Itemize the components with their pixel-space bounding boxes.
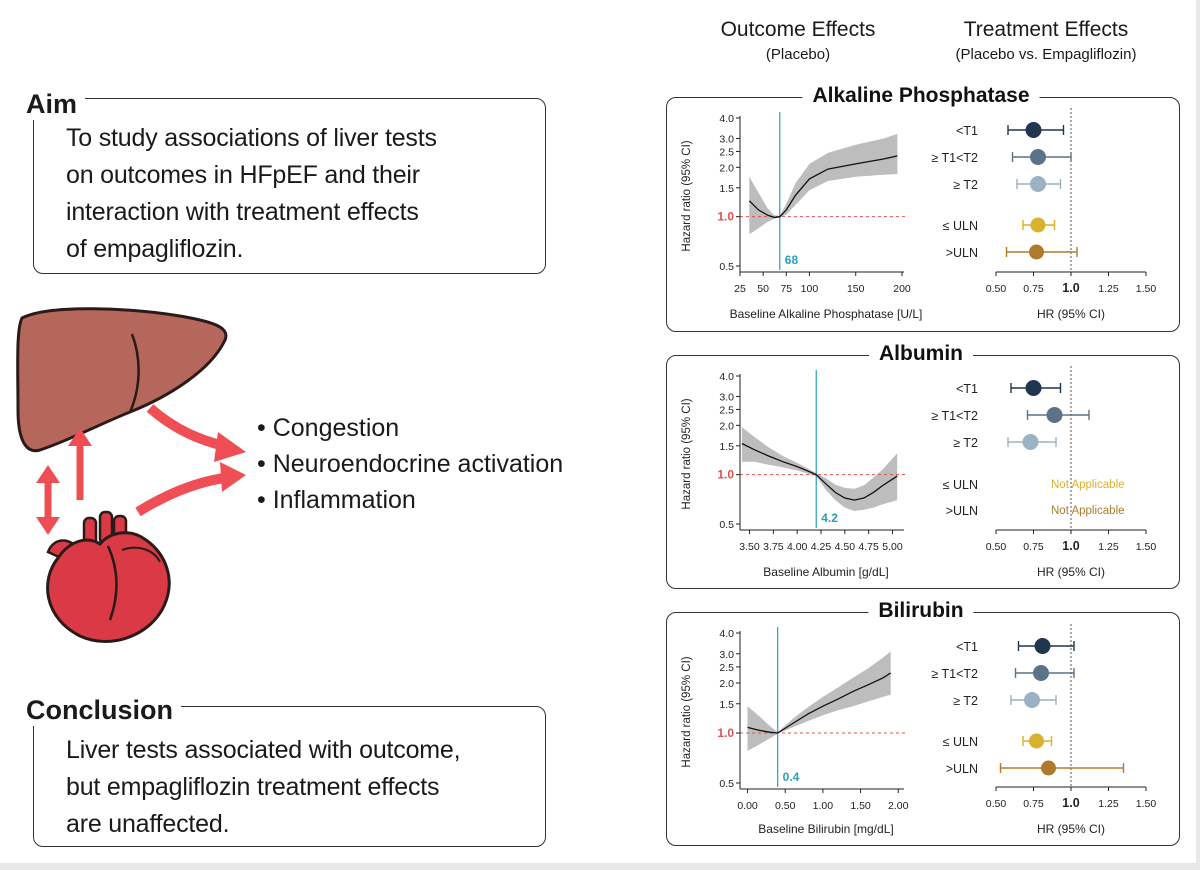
- aim-line: on outcomes in HFpEF and their: [66, 161, 420, 189]
- liver-icon: [16, 307, 228, 453]
- conclusion-line: Liver tests associated with outcome,: [66, 736, 461, 764]
- treatment-header-sub: (Placebo vs. Empagliflozin): [955, 46, 1137, 63]
- conclusion-line: are unaffected.: [66, 810, 230, 838]
- outcome-header-title: Outcome Effects: [720, 18, 876, 41]
- alkaline-phosphatase-panel: [666, 97, 1180, 332]
- aim-line: interaction with treatment effects: [66, 198, 419, 226]
- bilirubin-title: Bilirubin: [868, 599, 974, 623]
- outcome-header: Outcome Effects (Placebo): [700, 18, 896, 63]
- mechanism-item: • Neuroendocrine activation: [257, 450, 564, 478]
- aim-line: of empagliflozin.: [66, 235, 244, 263]
- up-arrow-icon: [68, 428, 92, 500]
- liver-to-symptoms-arrow-icon: [146, 404, 246, 462]
- treatment-header: Treatment Effects (Placebo vs. Empaglifl…: [926, 18, 1166, 63]
- conclusion-box: [33, 706, 546, 847]
- heart-icon: [46, 510, 171, 643]
- mechanism-item: • Inflammation: [257, 486, 416, 514]
- treatment-header-title: Treatment Effects: [963, 18, 1129, 41]
- mechanism-label: Neuroendocrine activation: [272, 450, 564, 478]
- heart-to-symptoms-arrow-icon: [135, 462, 246, 517]
- mechanism-list: • Congestion • Neuroendocrine activation…: [257, 410, 563, 518]
- organ-illustration: [16, 307, 246, 643]
- outcome-header-sub: (Placebo): [765, 46, 831, 63]
- conclusion-text: Liver tests associated with outcome, but…: [66, 732, 461, 843]
- aim-text: To study associations of liver tests on …: [66, 120, 437, 268]
- bilirubin-panel: [666, 612, 1180, 846]
- alkaline-phosphatase-title: Alkaline Phosphatase: [802, 84, 1040, 108]
- aim-title: Aim: [18, 88, 86, 120]
- mechanism-item: • Congestion: [257, 414, 400, 442]
- bidirectional-arrow-icon: [36, 465, 60, 535]
- mechanism-label: Inflammation: [272, 486, 416, 514]
- aim-box: [33, 98, 546, 274]
- conclusion-title: Conclusion: [18, 694, 181, 726]
- conclusion-line: but empagliflozin treatment effects: [66, 773, 440, 801]
- albumin-title: Albumin: [869, 342, 973, 366]
- albumin-panel: [666, 355, 1180, 589]
- mechanism-label: Congestion: [272, 414, 400, 442]
- aim-line: To study associations of liver tests: [66, 124, 437, 152]
